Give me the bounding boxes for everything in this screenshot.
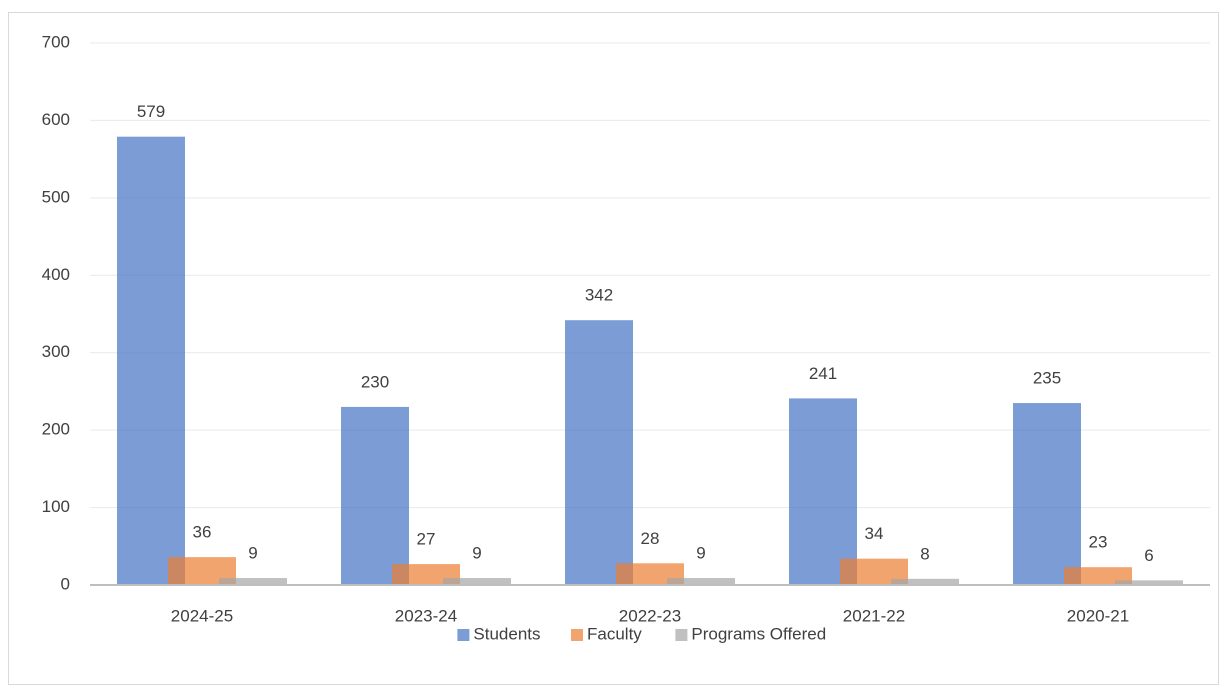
x-tick-label: 2024-25 <box>171 606 233 625</box>
data-label: 9 <box>472 544 481 563</box>
legend-label: Students <box>473 624 540 643</box>
data-label: 9 <box>696 544 705 563</box>
y-tick-label: 300 <box>42 342 70 361</box>
data-label: 241 <box>809 364 837 383</box>
data-label: 28 <box>641 529 660 548</box>
legend-label: Programs Offered <box>691 624 826 643</box>
y-tick-label: 600 <box>42 110 70 129</box>
bar <box>891 578 959 585</box>
bar <box>443 578 511 585</box>
bar <box>117 136 185 585</box>
y-tick-label: 400 <box>42 265 70 284</box>
data-label: 36 <box>193 523 212 542</box>
data-label: 23 <box>1089 533 1108 552</box>
bar <box>341 406 409 585</box>
data-label: 342 <box>585 286 613 305</box>
legend-swatch <box>675 629 688 641</box>
y-tick-label: 700 <box>42 32 70 51</box>
x-tick-label: 2023-24 <box>395 606 457 625</box>
data-label: 8 <box>920 544 929 563</box>
data-label: 6 <box>1144 546 1153 565</box>
y-tick-label: 500 <box>42 187 70 206</box>
data-label: 9 <box>248 544 257 563</box>
legend-swatch <box>457 629 470 641</box>
x-tick-label: 2020-21 <box>1067 606 1129 625</box>
data-label: 27 <box>417 530 436 549</box>
data-label: 34 <box>865 524 884 543</box>
data-label: 579 <box>137 102 165 121</box>
y-tick-label: 200 <box>42 420 70 439</box>
legend-label: Faculty <box>587 624 642 643</box>
bar <box>667 578 735 585</box>
legend-swatch <box>571 629 583 641</box>
bar <box>789 398 857 585</box>
y-tick-label: 100 <box>42 497 70 516</box>
x-tick-label: 2021-22 <box>843 606 905 625</box>
bar <box>1013 403 1081 585</box>
data-label: 235 <box>1033 369 1061 388</box>
y-tick-label: 0 <box>61 574 70 593</box>
x-tick-label: 2022-23 <box>619 606 681 625</box>
data-label: 230 <box>361 372 389 391</box>
bar <box>565 320 633 585</box>
bar <box>219 578 287 585</box>
bar <box>1115 580 1183 585</box>
